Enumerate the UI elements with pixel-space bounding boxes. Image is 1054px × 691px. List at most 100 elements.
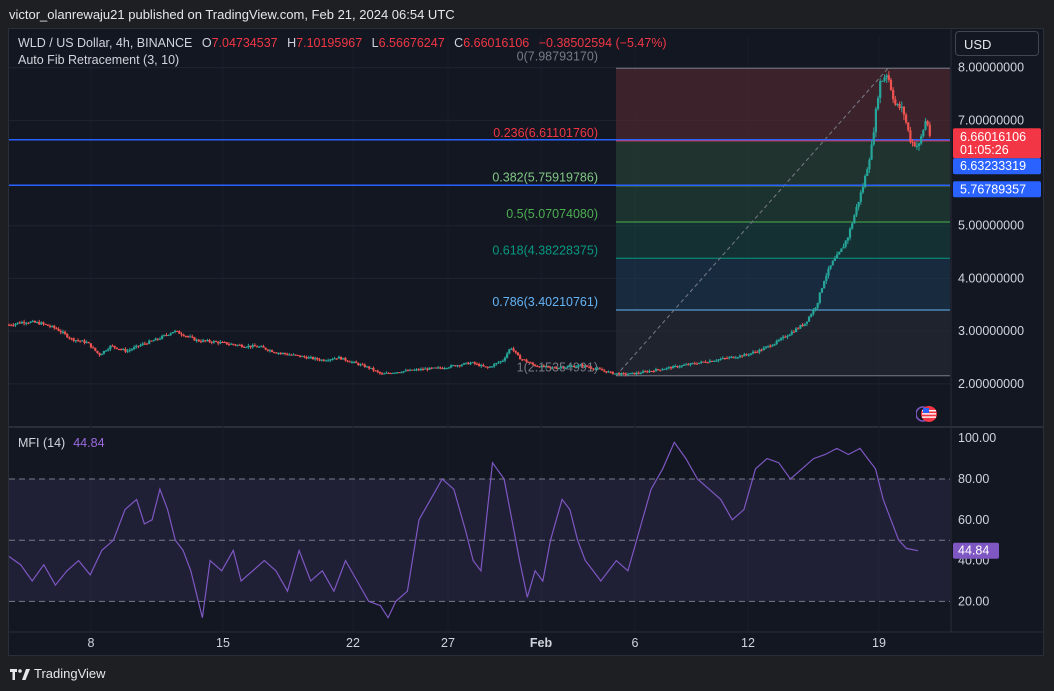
candle-body [825,275,828,282]
candle-body [44,323,47,325]
candle-body [348,361,351,363]
candle-body [549,366,552,368]
candle-body [900,106,903,108]
candle-body [749,353,752,355]
candle-body [195,339,198,341]
candle-body [260,346,263,348]
candle-body [236,344,239,346]
low-value: 6.56676247 [378,36,445,50]
candle-body [441,368,444,370]
candle-body [928,124,931,136]
candle-body [831,260,834,266]
candle-body [646,371,649,373]
candle-body [628,373,632,375]
candle-body [846,237,849,241]
candle-body [238,344,241,346]
indicator-legend[interactable]: Auto Fib Retracement (3, 10) [18,53,180,67]
axis-layer: 2.00000000 3.00000000 4.00000000 5.00000000… [88,61,1025,650]
candle-body [111,345,114,347]
candle-body [473,362,476,364]
candle-body [279,352,282,354]
candle-body [378,371,382,374]
candle-body [700,361,703,363]
fib-zone [616,185,950,223]
candle-body [523,359,526,361]
candle-body [788,334,791,337]
mfi-value-tag: 44.84 [958,544,989,558]
candle-body [516,352,520,356]
candle-body [784,336,787,338]
current-price-tag: 6.66016106 [960,130,1026,144]
mfi-layer [8,441,950,619]
candle-body [827,268,830,276]
candle-body [555,368,558,370]
candle-body [120,349,123,351]
candle-body [872,132,875,145]
candle-body [264,347,267,350]
candle-body [896,103,899,105]
price-tick-label: 7.00000000 [958,113,1024,127]
candle-body [249,345,252,348]
tradingview-mark-icon [10,668,30,680]
candle-body [281,353,284,355]
mfi-tick-label: 80.00 [958,472,989,486]
candle-body [613,373,617,375]
candle-body [31,321,34,323]
candle-body [697,362,701,364]
candle-body [518,355,522,360]
candle-body [132,347,136,350]
candle-body [199,341,203,343]
mfi-legend[interactable]: MFI (14) 44.84 [18,436,105,450]
tradingview-logo[interactable]: TradingView [10,666,106,681]
candle-body [18,322,21,324]
candle-body [63,331,67,334]
publisher-header: victor_olanrewaju21 published on Trading… [9,7,455,22]
candle-body [245,347,248,349]
candle-body [616,373,619,375]
candle-body [115,347,118,349]
candle-body [316,357,319,360]
candle-body [337,356,341,359]
candle-body [339,356,343,360]
candle-body [305,357,308,359]
candle-body [178,331,181,334]
candle-body [719,358,722,360]
us-flag-icon[interactable] [916,405,938,423]
time-tick-label: 15 [216,636,230,650]
candle-body [255,346,259,348]
candle-body [816,302,819,308]
candle-body [201,340,205,342]
candle-body [771,345,774,347]
candle-body [665,367,668,369]
fib-zone [616,309,950,376]
fib-level-label: 0.236(6.61101760) [493,126,598,140]
candle-body [368,366,371,369]
currency-button[interactable]: USD [955,31,1039,56]
candle-body [691,363,694,365]
change-value: −0.38502594 (−5.47%) [538,36,667,50]
candle-body [113,345,116,348]
candle-body [764,346,768,348]
candle-body [61,331,65,333]
candle-body [385,372,388,374]
candle-body [432,367,435,369]
candle-body [262,346,265,348]
candle-body [514,350,517,353]
candle-body [122,349,125,351]
candle-body [128,349,131,351]
candle-body [137,345,140,347]
mfi-line [8,441,919,619]
candle-body [173,330,177,333]
candle-body [917,143,921,146]
candle-body [51,325,54,327]
candle-body [277,352,280,354]
candle-body [154,338,157,341]
level-price-tag: 6.63233319 [960,159,1026,173]
candle-body [85,342,88,344]
candle-body [227,344,231,346]
candle-body [247,345,250,348]
candle-body [411,369,414,371]
candle-body [743,354,746,357]
candle-body [568,366,571,368]
